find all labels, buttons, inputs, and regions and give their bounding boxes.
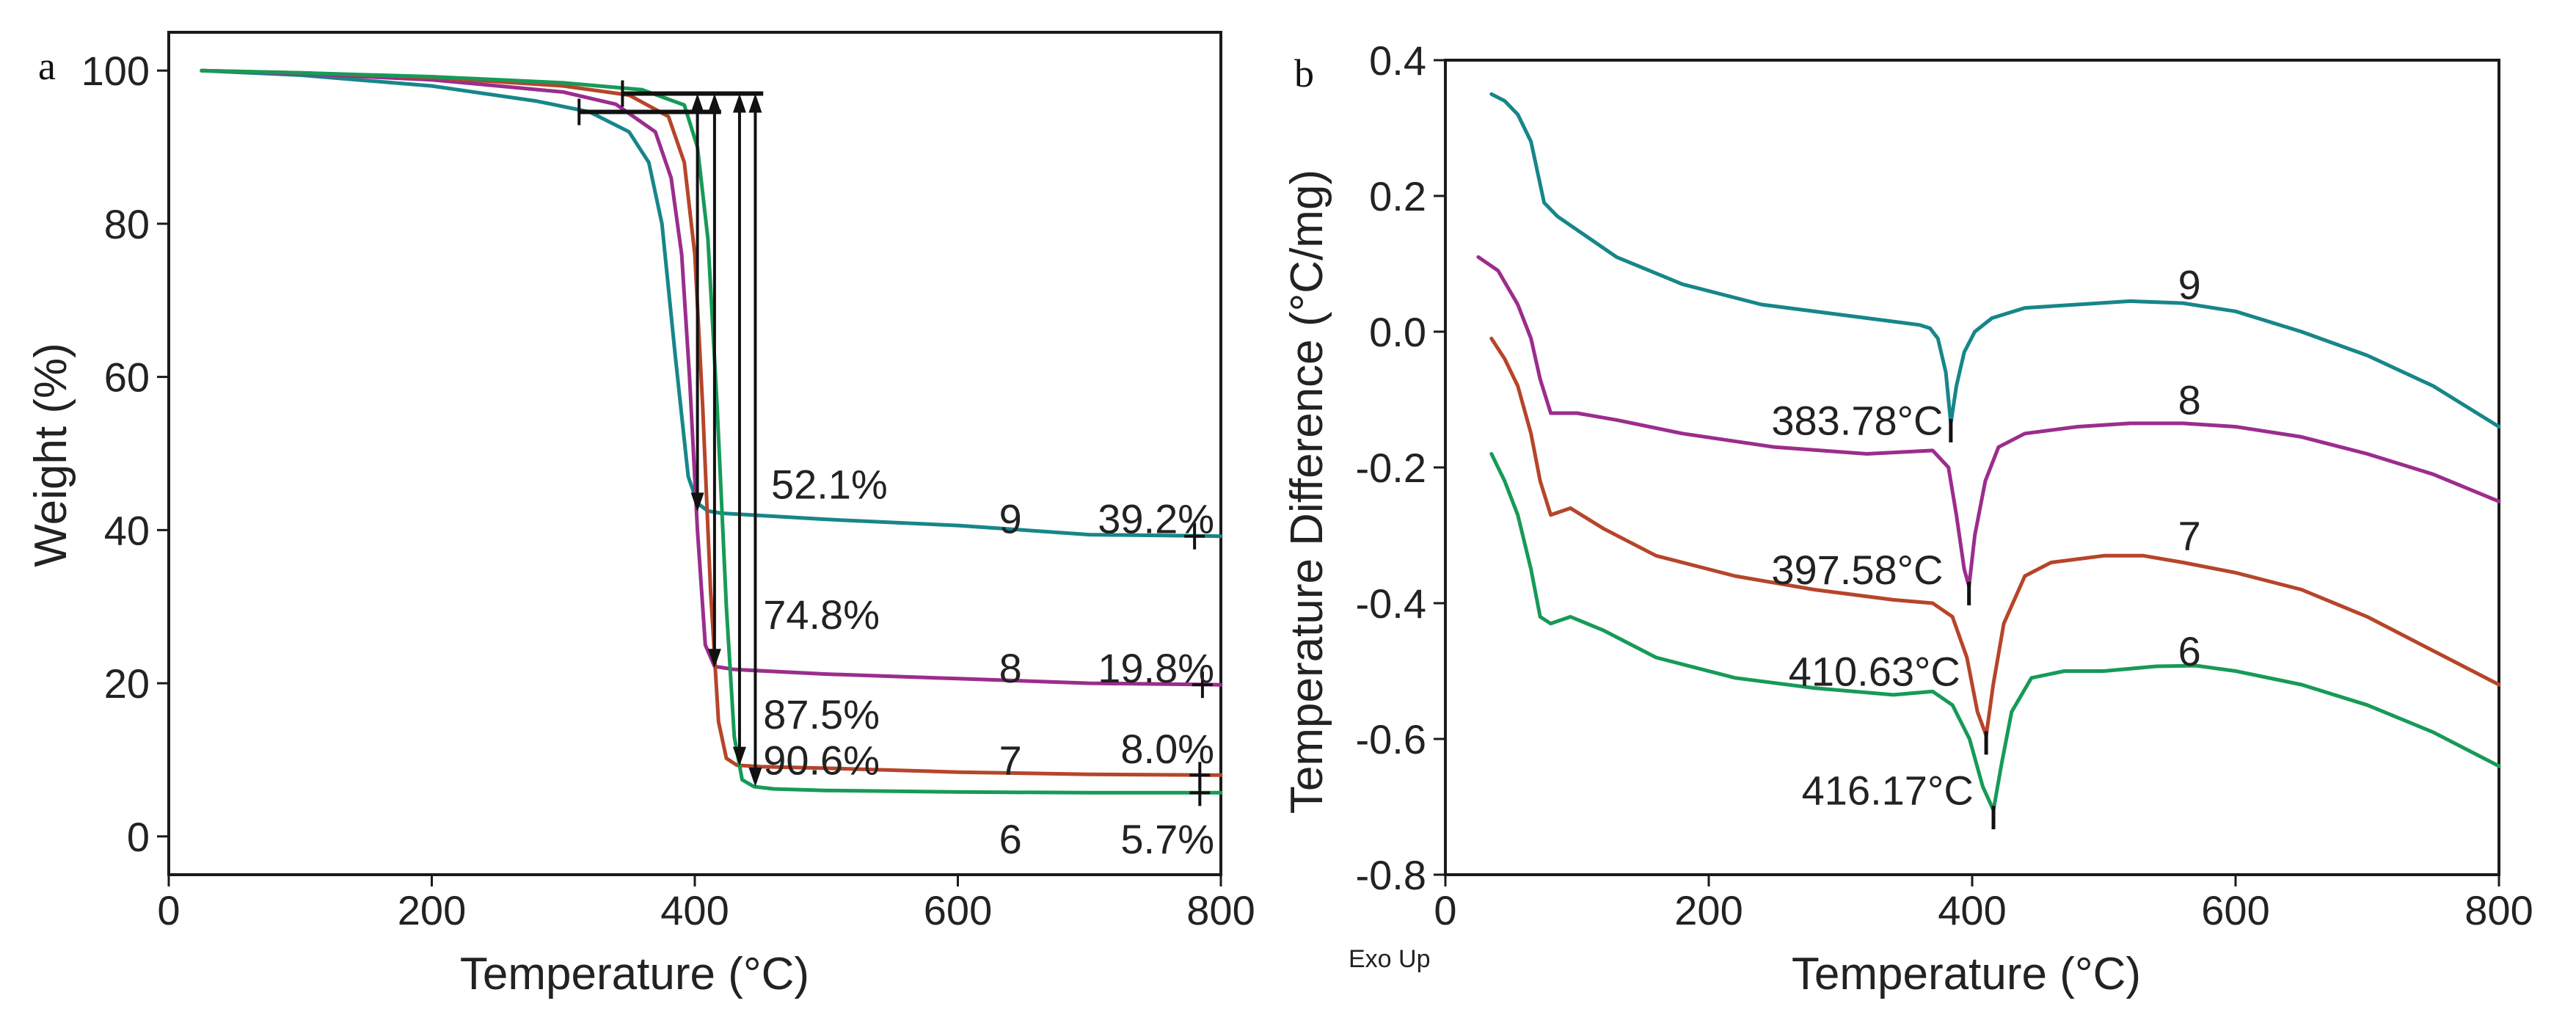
panel-b-annotation: 383.78°C — [1771, 397, 1943, 443]
panel-a-x-axis-title: Temperature (°C) — [460, 949, 809, 999]
panel-b-x-axis-title: Temperature (°C) — [1792, 949, 2141, 999]
panel-a-annotation: 9 — [999, 496, 1022, 542]
panel-a-arrowhead-up-7 — [732, 93, 746, 113]
panel-b-dta-chart: 0 200 400 600 800 -0.8 -0.6 -0.4 -0.2 0.0 0.2 0.4 9 8… — [1356, 37, 2533, 933]
panel-b-y-tick-label: -0.6 — [1356, 716, 1427, 762]
panel-letter-a: a — [38, 44, 56, 88]
exo-up-note: Exo Up — [1349, 945, 1431, 973]
panel-b-x-tick-label: 0 — [1434, 887, 1456, 933]
panel-b-x-tick-label: 600 — [2201, 887, 2269, 933]
panel-b-y-tick-label: 0.0 — [1369, 309, 1426, 355]
panel-b-y-tick-label: -0.2 — [1356, 445, 1427, 491]
panel-a-x-tick-label: 800 — [1186, 887, 1255, 933]
panel-b-series-line-8 — [1476, 255, 2501, 589]
panel-a-arrowhead-down-9 — [690, 492, 704, 512]
panel-a-y-tick-label: 20 — [104, 660, 150, 707]
panel-b-annotation: 410.63°C — [1789, 649, 1960, 695]
panel-b-annotation: 7 — [2178, 513, 2201, 559]
panel-b-series-line-9 — [1489, 92, 2501, 429]
panel-a-annotation: 8.0% — [1120, 726, 1214, 772]
panel-a-y-axis-title: Weight (%) — [26, 343, 76, 567]
panel-b-y-tick-label: -0.4 — [1356, 580, 1427, 627]
panel-a-x-tick-label: 400 — [660, 887, 729, 933]
panel-b-x-tick-label: 200 — [1674, 887, 1743, 933]
panel-a-annotation: 19.8% — [1098, 645, 1214, 691]
panel-a-arrowhead-down-6 — [748, 767, 762, 787]
panel-a-x-tick-label: 0 — [157, 887, 180, 933]
panel-a-arrowhead-up-9 — [690, 93, 704, 113]
panel-a-annotation: 52.1% — [771, 462, 888, 508]
panel-a-annotation: 87.5% — [763, 691, 880, 737]
panel-a-y-tick-label: 0 — [127, 814, 150, 860]
panel-b-annotation: 8 — [2178, 377, 2201, 423]
panel-b-series-line-7 — [1489, 336, 2501, 737]
panel-a-annotation: 6 — [999, 816, 1022, 862]
panel-a-x-tick-label: 600 — [924, 887, 992, 933]
panel-a-tga-chart: 0 200 400 600 800 0 20 40 60 80 100 52.1% 74.8% 87.5%… — [81, 31, 1255, 933]
panel-a-arrowhead-up-8 — [707, 93, 721, 113]
panel-a-annotation: 39.2% — [1098, 496, 1214, 542]
panel-a-series-line-6 — [200, 68, 1223, 795]
panel-b-annotation: 397.58°C — [1771, 547, 1943, 593]
panel-a-arrowhead-up-6 — [748, 93, 762, 113]
panel-b-annotation: 416.17°C — [1802, 767, 1974, 813]
panel-a-series-line-9 — [200, 68, 1223, 539]
panel-b-y-tick-label: 0.2 — [1369, 173, 1426, 219]
panel-a-arrowhead-down-7 — [732, 746, 746, 766]
panel-a-x-tick-label: 200 — [398, 887, 466, 933]
panel-a-y-tick-label: 60 — [104, 354, 150, 401]
panel-b-y-axis-title: Temperature Difference (°C/mg) — [1282, 170, 1332, 814]
panel-b-x-tick-label: 400 — [1938, 887, 2006, 933]
panel-b-y-tick-label: 0.4 — [1369, 37, 1426, 84]
panel-a-annotation: 5.7% — [1120, 816, 1214, 862]
panel-a-y-tick-label: 80 — [104, 201, 150, 247]
panel-a-annotation: 8 — [999, 645, 1022, 691]
panel-b-x-tick-label: 800 — [2464, 887, 2533, 933]
panel-b-y-tick-label: -0.8 — [1356, 852, 1427, 898]
panel-b-annotation: 9 — [2178, 261, 2201, 307]
panel-a-annotation: 90.6% — [763, 737, 880, 783]
panel-a-series-line-8 — [200, 68, 1223, 687]
panel-letter-b: b — [1294, 51, 1314, 95]
panel-a-annotation: 74.8% — [763, 591, 880, 638]
panel-b-series-line-6 — [1489, 452, 2501, 812]
panel-a-annotation: 7 — [999, 737, 1022, 783]
panel-a-y-tick-label: 100 — [81, 48, 150, 94]
panel-a-y-tick-label: 40 — [104, 507, 150, 553]
panel-b-annotation: 6 — [2178, 628, 2201, 674]
panel-a-series-line-7 — [200, 68, 1223, 777]
panel-a-arrowhead-down-8 — [707, 649, 721, 668]
